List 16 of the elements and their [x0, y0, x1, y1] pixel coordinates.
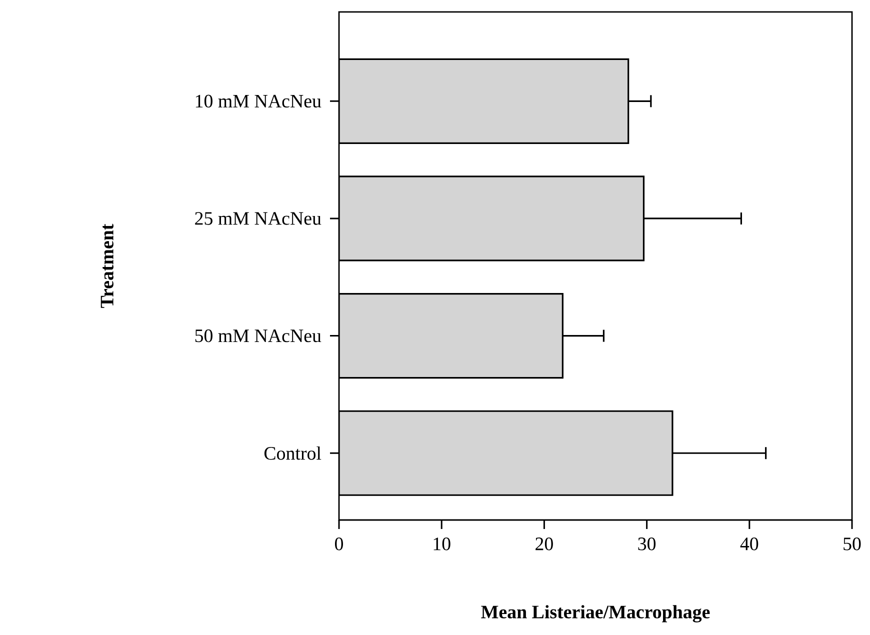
y-tick-label: 25 mM NAcNeu [195, 212, 322, 225]
y-tick-label: 50 mM NAcNeu [195, 329, 322, 342]
x-tick-label: 50 [844, 538, 861, 550]
x-tick-label: 30 [638, 538, 656, 550]
y-axis-title: Treatment [100, 224, 114, 308]
bar [339, 58, 630, 144]
x-tick-label: 20 [536, 538, 553, 550]
bar [339, 410, 674, 496]
bar [339, 176, 645, 262]
bar [339, 292, 564, 379]
x-tick-label: 40 [740, 538, 758, 550]
x-tick-label: 0 [334, 538, 344, 550]
x-axis-title: Mean Listeriae/Macrophage [481, 605, 710, 622]
y-tick-label: Control [264, 446, 322, 460]
y-tick-label: 10 mM NAcNeu [196, 94, 322, 108]
x-tick-label: 10 [434, 538, 450, 550]
